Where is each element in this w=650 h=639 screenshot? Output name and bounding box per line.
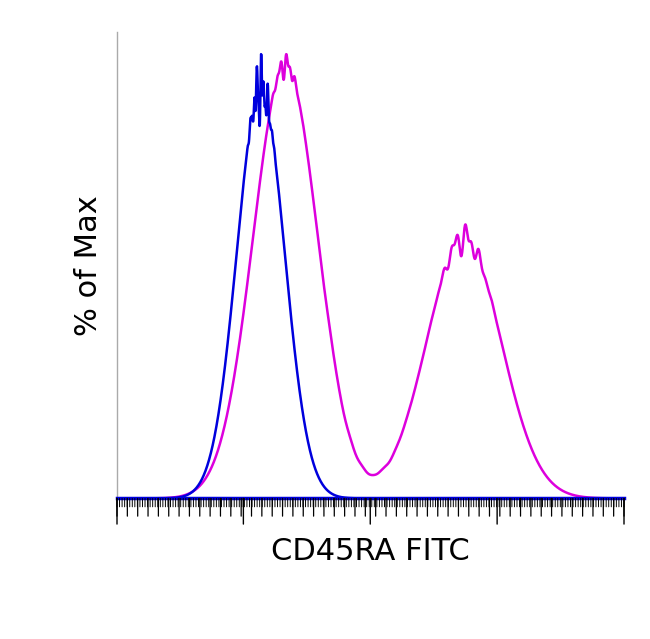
Y-axis label: % of Max: % of Max — [74, 195, 103, 335]
X-axis label: CD45RA FITC: CD45RA FITC — [271, 537, 470, 566]
